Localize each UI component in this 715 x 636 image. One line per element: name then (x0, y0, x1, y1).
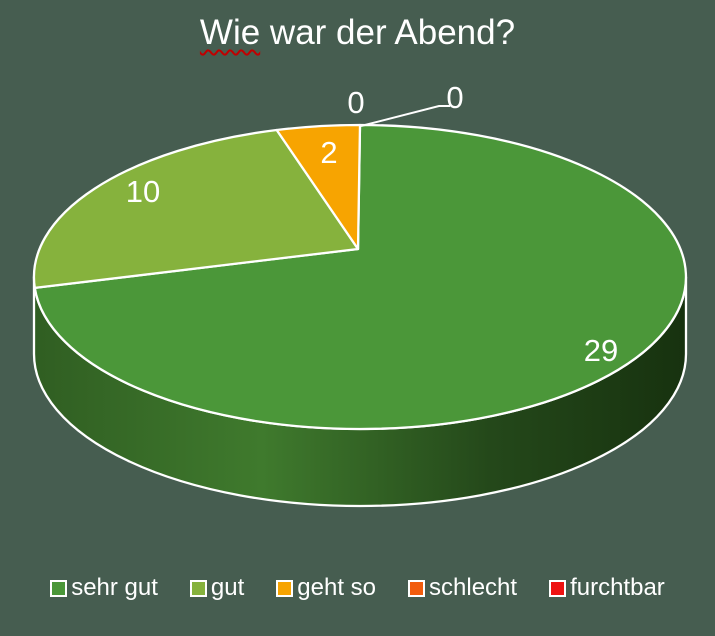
title-rest: war der Abend? (260, 13, 516, 52)
pie-slice-gut[interactable] (32, 128, 360, 290)
legend-swatch-gut (189, 579, 207, 597)
legend-label-schlecht: schlecht (429, 574, 518, 601)
title-misspelled-word: Wie (199, 13, 261, 52)
legend-swatch-schlecht (408, 579, 426, 597)
legend-label-sehr-gut: sehr gut (71, 574, 158, 601)
legend-swatch-furchtbar (549, 579, 567, 597)
leader-line-furchtbar (360, 105, 450, 127)
legend-item-schlecht[interactable]: schlecht (408, 576, 517, 600)
pie-slice-sehr-gut[interactable] (33, 123, 688, 431)
legend-item-geht-so[interactable]: geht so (276, 576, 376, 600)
pie-label-furchtbar[interactable]: 0 (446, 80, 463, 115)
legend-label-gut: gut (210, 574, 245, 601)
legend-swatch-geht-so (276, 579, 294, 597)
pie-label-schlecht[interactable]: 0 (347, 85, 364, 120)
chart-title[interactable]: Wie war der Abend? (0, 13, 715, 53)
legend-item-gut[interactable]: gut (189, 574, 245, 601)
pie-label-sehr-gut[interactable]: 29 (584, 333, 618, 368)
pie-label-gut[interactable]: 10 (126, 174, 160, 209)
pie-slice-geht-so[interactable] (275, 123, 362, 251)
legend-item-furchtbar[interactable]: furchtbar (549, 576, 665, 600)
legend-item-sehr-gut[interactable]: sehr gut (50, 576, 158, 600)
pie-label-geht-so[interactable]: 2 (320, 135, 337, 170)
chart-legend: sehr gut gut geht so schlecht furchtbar (0, 576, 715, 600)
legend-label-geht-so: geht so (297, 574, 377, 601)
legend-swatch-sehr-gut (50, 579, 68, 597)
legend-label-furchtbar: furchtbar (570, 574, 665, 601)
